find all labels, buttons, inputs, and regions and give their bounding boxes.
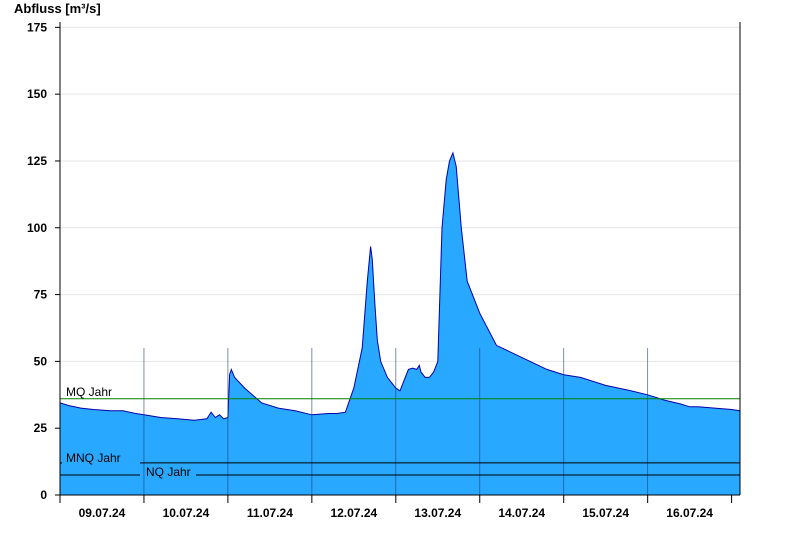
x-tick-label: 11.07.24 (247, 506, 293, 520)
reference-line-label: MQ Jahr (66, 385, 112, 399)
y-tick-label: 25 (34, 421, 48, 435)
reference-lines: MQ Jahr MNQ Jahr NQ Jahr (60, 385, 740, 479)
y-axis-label: Abfluss [m³/s] (14, 1, 101, 16)
y-tick-label: 0 (40, 488, 47, 502)
x-tick-label: 14.07.24 (498, 506, 545, 520)
reference-line-label: MNQ Jahr (66, 451, 121, 465)
x-tick-label: 15.07.24 (582, 506, 629, 520)
y-tick-label: 100 (27, 221, 47, 235)
y-tick-label: 125 (27, 154, 47, 168)
discharge-area (59, 151, 741, 495)
gridlines (60, 26, 740, 429)
y-tick-label: 175 (27, 20, 47, 34)
area-fill (60, 152, 740, 495)
x-tick-label: 13.07.24 (414, 506, 461, 520)
x-tick-label: 10.07.24 (163, 506, 210, 520)
reference-line-label: NQ Jahr (146, 465, 191, 479)
y-tick-label: 75 (34, 288, 48, 302)
x-tick-label: 09.07.24 (79, 506, 126, 520)
series-line (59, 151, 741, 421)
x-tick-label: 16.07.24 (666, 506, 713, 520)
x-tick-label: 12.07.24 (330, 506, 377, 520)
axes: 0 25 50 75 100 125 150 175 09.07.24 10.07.24 11.07… (27, 20, 741, 520)
y-tick-label: 50 (34, 354, 48, 368)
y-tick-label: 150 (27, 87, 47, 101)
